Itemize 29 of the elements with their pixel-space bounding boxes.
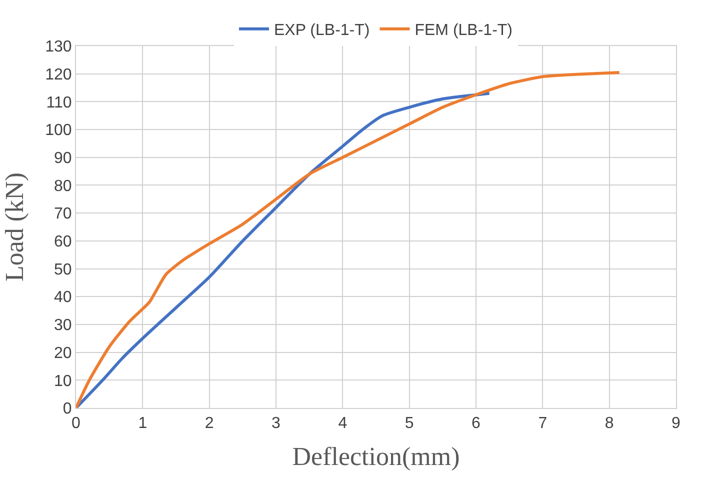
y-tick-label: 80 — [54, 178, 72, 195]
y-axis-title: Load (kN) — [0, 172, 29, 282]
line-series — [76, 70, 621, 408]
x-tick-label: 7 — [538, 415, 548, 432]
y-tick-label: 0 — [62, 400, 72, 418]
y-tick-label: 60 — [54, 234, 72, 251]
y-tick-label: 10 — [54, 372, 72, 390]
x-tick-label: 9 — [672, 415, 681, 432]
line-series — [76, 92, 491, 408]
y-tick-label: 40 — [54, 289, 72, 306]
x-tick-label: 3 — [272, 415, 281, 432]
legend-label: FEM (LB-1-T) — [414, 22, 513, 40]
legend-label: EXP (LB-1-T) — [274, 22, 370, 40]
y-tick-label: 100 — [45, 122, 72, 140]
y-tick-label: 90 — [54, 150, 72, 167]
x-tick-label: 8 — [604, 415, 614, 432]
x-tick-label: 4 — [338, 415, 348, 432]
y-tick-label: 70 — [54, 206, 72, 223]
y-tick-label: 50 — [54, 261, 72, 278]
y-tick-label: 30 — [54, 317, 72, 334]
x-tick-label: 6 — [472, 415, 481, 432]
y-tick-label: 110 — [46, 94, 72, 112]
y-tick-label: 20 — [54, 344, 72, 362]
y-tick-label: 120 — [45, 66, 72, 84]
x-tick-label: 2 — [204, 415, 214, 432]
x-axis-title: Deflection(mm) — [292, 442, 460, 471]
y-tick-label: 130 — [45, 38, 72, 56]
x-tick-label: 1 — [138, 415, 148, 432]
x-tick-label: 5 — [404, 415, 414, 432]
